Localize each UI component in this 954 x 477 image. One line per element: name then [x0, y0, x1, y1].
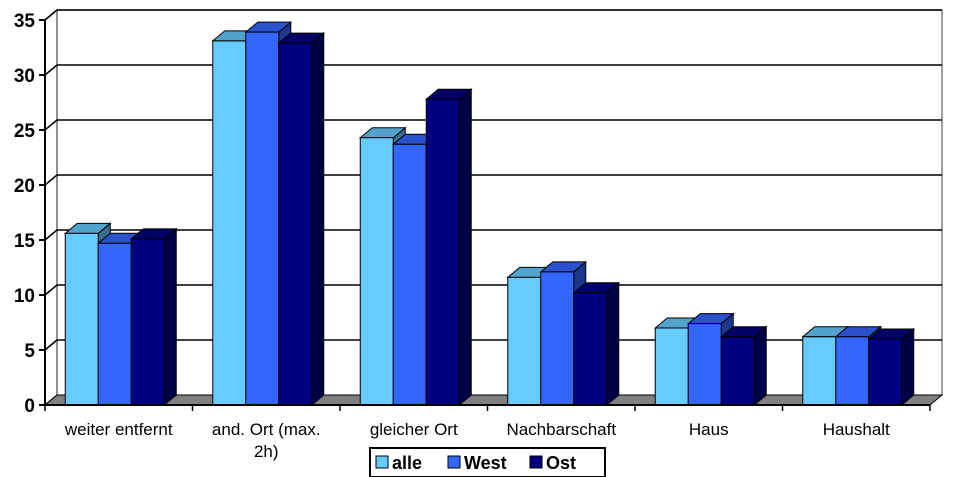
bars [63, 21, 916, 407]
bar [277, 32, 326, 407]
x-tick-label-line: and. Ort (max. [212, 420, 321, 439]
bar-front [64, 232, 99, 406]
legend-swatch [529, 455, 543, 469]
bar-front [868, 338, 903, 406]
bar-front [540, 271, 575, 406]
y-tick-label: 20 [14, 176, 35, 197]
x-tick-label-line: Nachbarschaft [506, 420, 616, 439]
y-tick-label: 35 [14, 11, 36, 32]
x-tick-label: gleicher Ort [370, 420, 458, 439]
x-tick-label-line: 2h) [254, 442, 279, 461]
bar-front [245, 31, 280, 406]
bar-front [720, 336, 755, 406]
x-tick-label: Nachbarschaft [506, 420, 616, 439]
y-axis: 0 5 10 15 20 25 30 35 [14, 11, 46, 417]
y-tick-label: 25 [14, 121, 36, 142]
bar-front [278, 42, 313, 406]
bar-side [163, 227, 177, 407]
gridlines [44, 9, 942, 351]
gridline-side [44, 64, 58, 76]
bar-front [359, 137, 394, 406]
gridline-side [44, 174, 58, 186]
bar-front [654, 327, 689, 406]
y-tick-label: 5 [24, 341, 35, 362]
y-tick-label: 10 [14, 286, 35, 307]
bar-side [311, 32, 325, 407]
x-tick-label: weiter entfernt [64, 420, 173, 439]
bar-front [507, 276, 542, 406]
bar [719, 325, 768, 407]
legend-label: West [464, 453, 507, 473]
bar-side [753, 325, 767, 407]
y-tick-label: 15 [14, 231, 36, 252]
bar-front [130, 238, 165, 406]
x-tick-label: Haus [689, 420, 729, 439]
y-tick-label: 0 [24, 396, 35, 417]
bar-front [802, 336, 837, 406]
bar [867, 327, 916, 407]
gridline-side [44, 119, 58, 131]
bar-side [901, 327, 915, 407]
y-tick-label: 30 [14, 66, 35, 87]
x-axis: weiter entfernt and. Ort (max. 2h) gleicher… [44, 404, 931, 461]
bar-side [606, 281, 620, 407]
legend-label: alle [392, 453, 422, 473]
gridline-side [44, 284, 58, 296]
legend-box [369, 447, 606, 477]
gridline-side [44, 229, 58, 241]
bar-front [573, 292, 608, 406]
x-tick-label-line: Haus [689, 420, 729, 439]
bar [424, 88, 473, 407]
bar [129, 227, 178, 407]
bar [572, 281, 621, 407]
x-tick-label-line: weiter entfernt [64, 420, 173, 439]
gridline-side [44, 339, 58, 351]
bar-front [687, 323, 722, 406]
x-tick-label-line: Haushalt [823, 420, 890, 439]
bar-front [97, 242, 132, 406]
legend-label: Ost [546, 453, 576, 473]
bar-front [835, 336, 870, 406]
x-tick-label-line: gleicher Ort [370, 420, 458, 439]
bar-side [458, 88, 472, 407]
legend: alle West Ost [369, 447, 606, 477]
x-tick-label: Haushalt [823, 420, 890, 439]
x-tick-label: and. Ort (max. 2h) [212, 420, 321, 461]
bar-front [212, 40, 247, 406]
bar-front [425, 98, 460, 406]
bar-front [392, 143, 427, 406]
legend-swatch [375, 455, 389, 469]
legend-swatch [447, 455, 461, 469]
gridline-side [44, 9, 58, 21]
